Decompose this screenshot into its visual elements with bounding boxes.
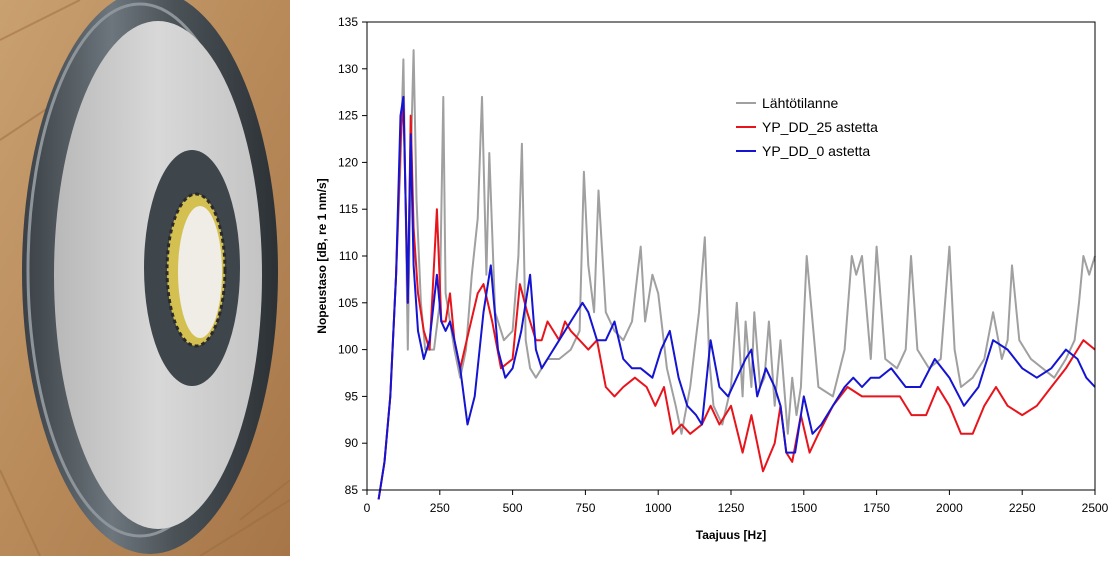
series-line-2: [377, 95, 1096, 500]
x-tick-label: 2250: [1009, 501, 1036, 515]
chart-panel: 85 90 95 100 105 110 115 120 125 130 135 0 250 500 75…: [290, 0, 1112, 556]
x-tick-label: 1750: [863, 501, 890, 515]
y-tick-label: 120: [338, 155, 358, 169]
x-axis: 0 250 500 750 1000 1250 1500 1750 2000 2250 2500: [364, 490, 1109, 515]
legend-box: [730, 78, 956, 166]
plot-frame: [366, 21, 1096, 491]
x-tick-label: 1250: [718, 501, 745, 515]
x-tick-label: 750: [575, 501, 595, 515]
y-tick-label: 105: [338, 296, 358, 310]
y-tick-label: 85: [345, 483, 359, 497]
series-line-0: [377, 49, 1096, 500]
y-tick-label: 125: [338, 109, 358, 123]
x-tick-label: 2500: [1082, 501, 1109, 515]
x-axis-title: Taajuus [Hz]: [696, 528, 766, 542]
frequency-response-chart: 85 90 95 100 105 110 115 120 125 130 135 0 250 500 75…: [315, 15, 1109, 542]
x-tick-label: 2000: [936, 501, 963, 515]
disc-hub: [178, 206, 222, 338]
wood-grain: [0, 0, 291, 557]
y-tick-label: 115: [339, 202, 358, 216]
y-tick-label: 135: [338, 15, 358, 29]
y-axis: 85 90 95 100 105 110 115 120 125 130 135: [338, 15, 367, 497]
x-tick-label: 1500: [790, 501, 817, 515]
y-tick-label: 90: [345, 436, 359, 450]
y-tick-label: 130: [338, 62, 358, 76]
legend: Lähtötilanne YP_DD_25 astetta YP_DD_0 aste…: [730, 78, 956, 166]
disc-photo: [0, 0, 291, 557]
legend-label: YP_DD_0 astetta: [762, 143, 870, 159]
y-tick-label: 95: [345, 389, 359, 403]
legend-label: YP_DD_25 astetta: [762, 119, 878, 135]
x-tick-label: 1000: [645, 501, 672, 515]
x-tick-label: 250: [430, 501, 450, 515]
legend-label: Lähtötilanne: [762, 95, 839, 111]
x-tick-label: 500: [503, 501, 523, 515]
series-line-1: [377, 95, 1096, 500]
y-tick-label: 100: [338, 343, 358, 357]
y-axis-title: Nopeustaso [dB, re 1 nm/s]: [315, 178, 329, 333]
series-lines: [377, 49, 1096, 500]
x-tick-label: 0: [364, 501, 371, 515]
y-tick-label: 110: [339, 249, 358, 263]
